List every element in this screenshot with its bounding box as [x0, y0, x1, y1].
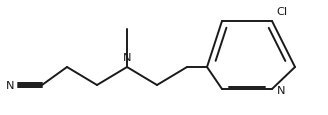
Text: N: N — [277, 85, 286, 95]
Text: N: N — [6, 80, 14, 90]
Text: N: N — [123, 53, 131, 63]
Text: Cl: Cl — [277, 7, 288, 17]
